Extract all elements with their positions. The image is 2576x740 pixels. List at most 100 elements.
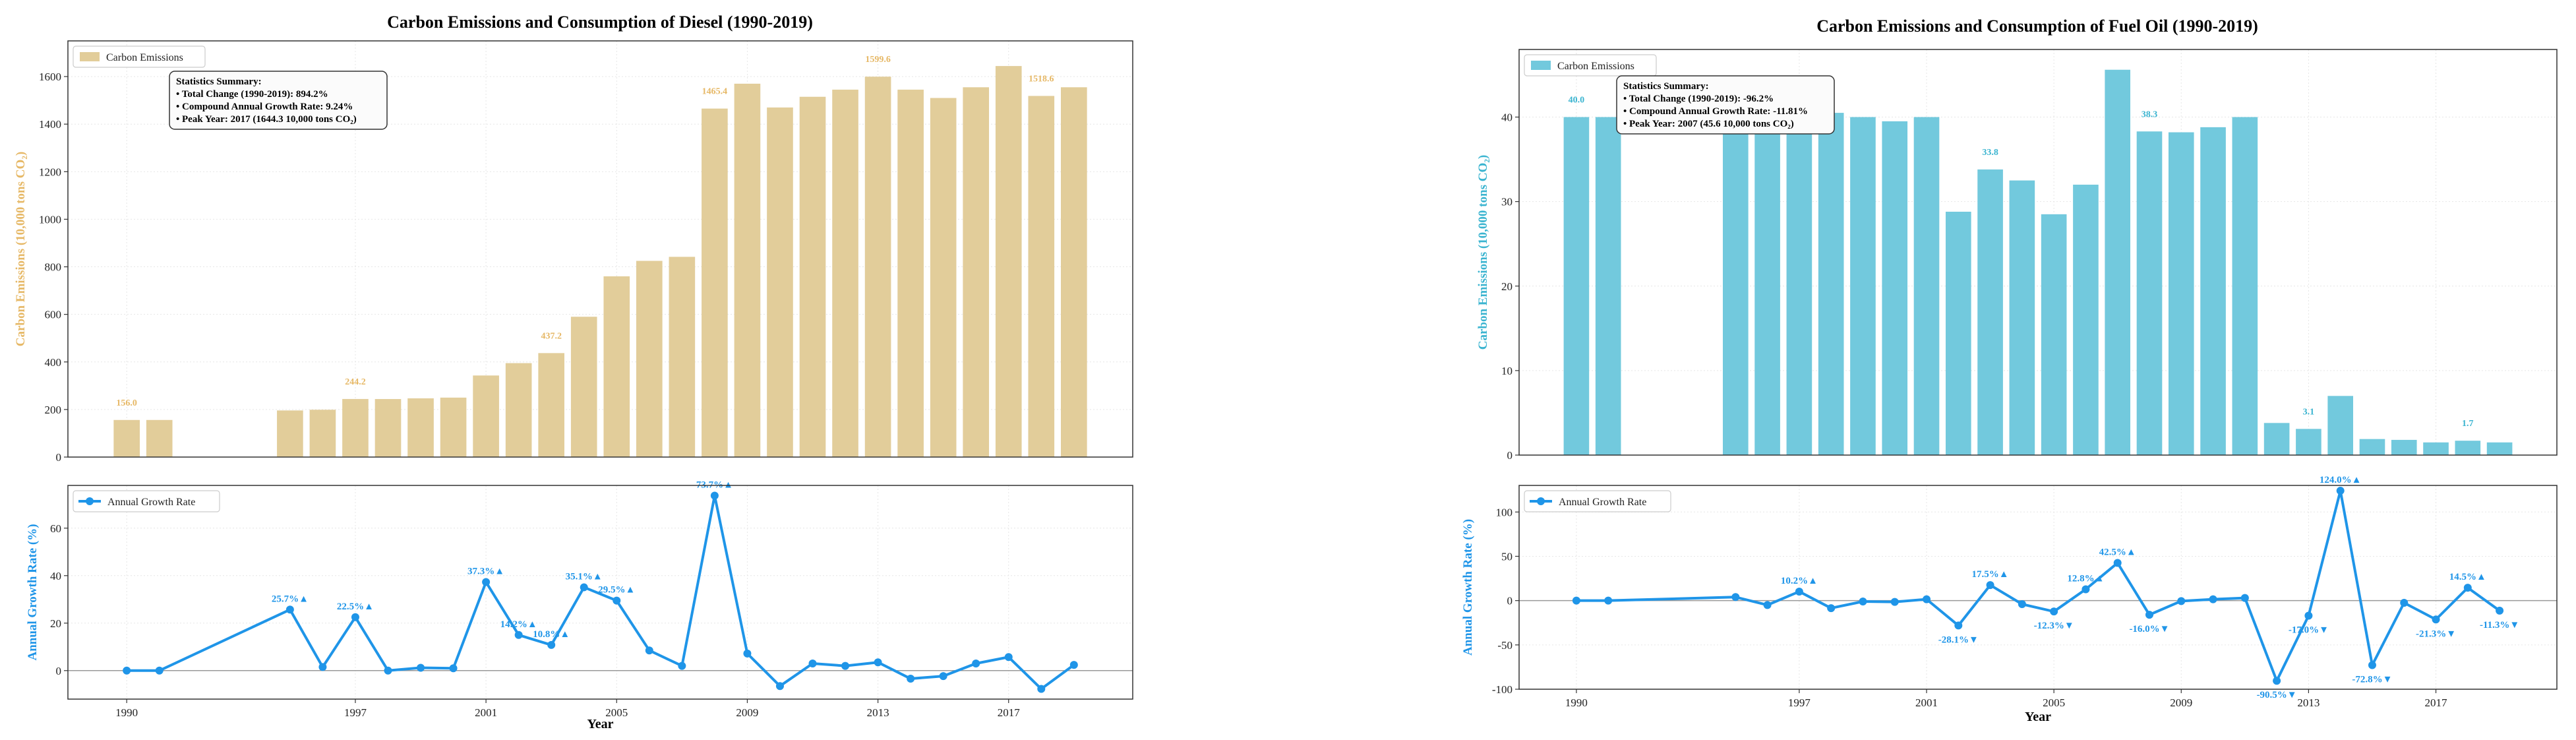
- growth-point-2007: [2113, 559, 2122, 567]
- growth-rate-panel: 25.7%▲ 22.5%▲ 37.3%▲ 14.2%▲10.8%▲ 35.1%▲ 29.5…: [26, 479, 1133, 731]
- chart-title: Carbon Emissions and Consumption of Fuel…: [1816, 16, 2258, 36]
- y-axis-label: Annual Growth Rate (%): [26, 524, 40, 660]
- x-tick-label: 2017: [2425, 696, 2448, 709]
- legend-swatch: [80, 52, 100, 61]
- growth-point-2009: [743, 649, 752, 658]
- growth-point-2016: [972, 660, 980, 667]
- growth-label: 17.5%▲: [1972, 569, 2009, 580]
- growth-label: 14.2%▲: [500, 619, 537, 630]
- y-tick-label: 30: [1501, 196, 1513, 208]
- y-axis-label: Carbon Emissions (10,000 tons CO₂): [1476, 155, 1490, 350]
- growth-label: 37.3%▲: [467, 567, 504, 577]
- growth-point-2015: [939, 672, 947, 681]
- growth-point-2004: [580, 583, 588, 592]
- growth-point-1990: [123, 666, 131, 675]
- growth-point-1996: [318, 663, 327, 671]
- y-tick-label: 0: [1507, 449, 1513, 462]
- bar-value-label: 40.0: [1569, 96, 1585, 106]
- y-tick-label: 0: [56, 451, 62, 464]
- y-tick-label: 0: [56, 665, 62, 677]
- stats-line: • Peak Year: 2007 (45.6 10,000 tons CO₂): [1623, 119, 1794, 129]
- bar-value-label: 156.0: [116, 398, 137, 408]
- growth-point-2018: [1037, 685, 1046, 693]
- growth-point-2012: [841, 662, 850, 670]
- growth-rate-line: [1576, 489, 2501, 683]
- bar-2004: [2009, 180, 2035, 455]
- legend-label: Carbon Emissions: [1557, 61, 1634, 72]
- x-tick-label: 2013: [867, 706, 889, 719]
- legend-label: Carbon Emissions: [106, 52, 183, 63]
- growth-label: 14.5%▲: [2449, 572, 2486, 582]
- bar-2016: [2391, 439, 2417, 455]
- legend-swatch: [1531, 61, 1551, 70]
- bar-1991: [146, 419, 173, 457]
- bar-2012: [2263, 423, 2290, 455]
- stats-line: • Peak Year: 2017 (1644.3 10,000 tons CO…: [176, 114, 357, 125]
- growth-label: 124.0%▲: [2320, 475, 2362, 485]
- bar-2005: [603, 276, 630, 457]
- bar-1998: [374, 399, 402, 457]
- growth-point-1991: [155, 666, 164, 675]
- legend-label: Annual Growth Rate: [107, 497, 195, 508]
- plot-frame: [1518, 485, 2558, 690]
- bar-value-label: 1.7: [2462, 419, 2474, 429]
- y-tick-label: 10: [1501, 365, 1513, 377]
- bar-2011: [799, 96, 826, 458]
- plot-frame: [67, 485, 1133, 700]
- growth-point-1999: [417, 663, 425, 672]
- bar-2017: [995, 66, 1022, 457]
- y-tick-label: 40: [50, 570, 61, 582]
- y-tick-label: 0: [1507, 595, 1513, 607]
- growth-point-2005: [613, 596, 621, 605]
- stats-line: • Total Change (1990-2019): -96.2%: [1623, 94, 1774, 104]
- stats-box: [169, 71, 388, 130]
- stats-box: [1616, 75, 1835, 135]
- bar-value-label: 1599.6: [865, 55, 891, 65]
- bar-2006: [2073, 185, 2099, 455]
- y-axis-label: Annual Growth Rate (%): [1461, 519, 1475, 656]
- x-tick-label: 2001: [475, 706, 497, 719]
- bar-1990: [113, 419, 140, 457]
- bar-2017: [2423, 442, 2449, 455]
- bar-2004: [570, 317, 597, 457]
- plot-frame: [1518, 49, 2558, 456]
- growth-point-2001: [482, 578, 491, 586]
- growth-point-2019: [1069, 661, 1078, 669]
- plot-frame: [67, 40, 1133, 458]
- growth-point-2018: [2463, 584, 2472, 592]
- legend-box: [73, 490, 220, 512]
- legend: Carbon Emissions: [73, 46, 206, 68]
- bar-2010: [2200, 127, 2226, 455]
- growth-label: 29.5%▲: [598, 585, 635, 596]
- legend-marker: [1537, 497, 1545, 505]
- y-tick-label: 40: [1501, 111, 1513, 124]
- growth-point-2008: [710, 491, 719, 500]
- bar-2001: [473, 375, 499, 457]
- growth-point-2003: [1986, 581, 1994, 590]
- growth-label: -90.5%▼: [2257, 690, 2297, 700]
- bar-2002: [1945, 212, 1971, 455]
- emissions-bar-panel: 156.0 244.2 437.2 1465.4 1599.6 1518.6 0 200 400…: [14, 40, 1133, 464]
- bar-2000: [1882, 121, 1908, 455]
- growth-point-1997: [1795, 587, 1803, 596]
- growth-point-2019: [2496, 606, 2504, 615]
- bar-value-label: 244.2: [345, 377, 366, 387]
- bar-value-label: 1518.6: [1029, 74, 1054, 84]
- bar-2019: [2486, 442, 2513, 455]
- stats-line: • Total Change (1990-2019): 894.2%: [176, 89, 328, 100]
- growth-rate-panel: 10.2%▲ -28.1%▼ 17.5%▲ -12.3%▼ 12.8%▲ 42.5%▲ -1…: [1461, 475, 2558, 724]
- growth-label: -16.0%▼: [2129, 624, 2169, 634]
- growth-point-2007: [678, 662, 686, 670]
- bar-2008: [2136, 131, 2163, 455]
- legend: Annual Growth Rate: [1524, 490, 1671, 512]
- growth-label: 35.1%▲: [566, 571, 603, 582]
- x-tick-label: 1990: [115, 706, 138, 719]
- bar-2014: [2327, 396, 2353, 455]
- chart-title: Carbon Emissions and Consumption of Dies…: [387, 13, 813, 32]
- y-tick-label: 100: [1496, 506, 1513, 518]
- growth-point-2008: [2145, 611, 2153, 619]
- chart-fueloil: Carbon Emissions and Consumption of Fuel…: [1461, 16, 2558, 724]
- growth-point-2006: [645, 646, 653, 655]
- bar-value-label: 33.8: [1982, 148, 1998, 158]
- growth-point-2002: [1954, 621, 1963, 630]
